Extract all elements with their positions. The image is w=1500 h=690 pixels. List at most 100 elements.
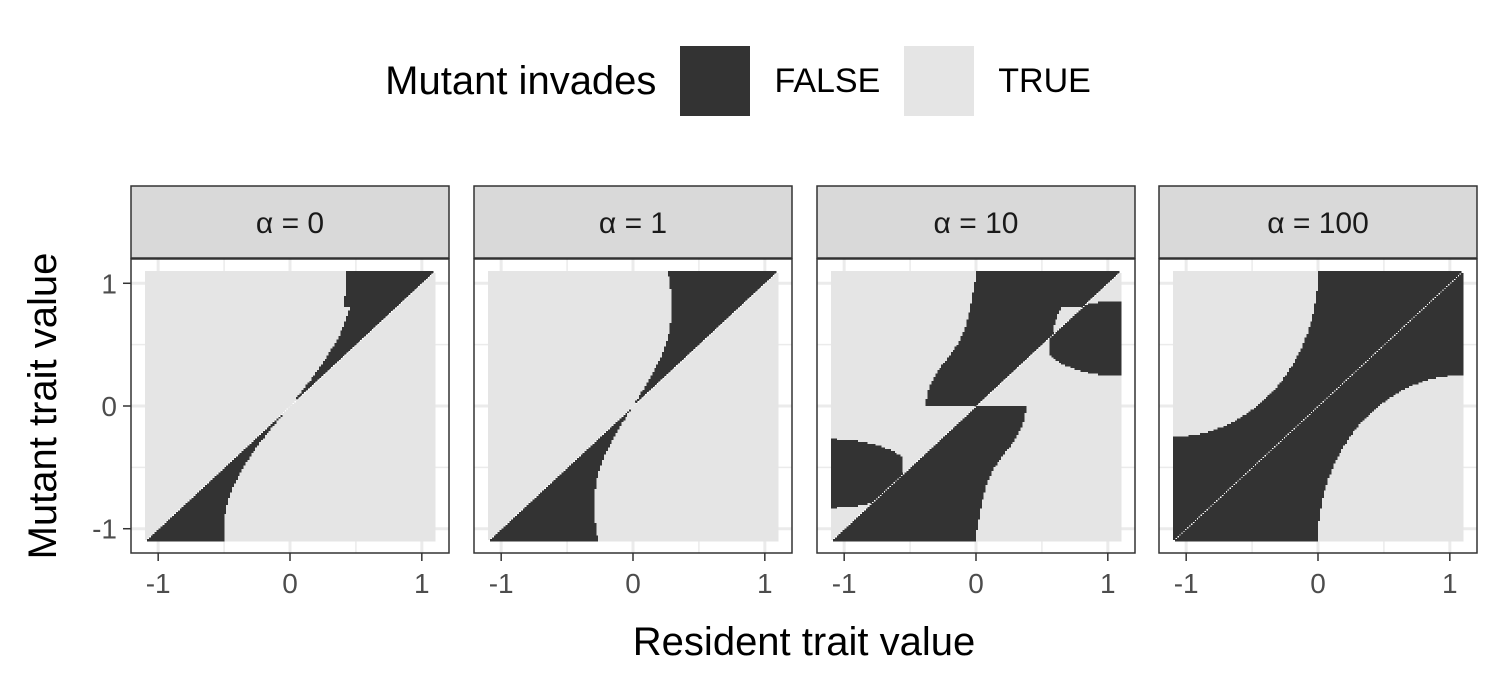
raster-cell [145, 400, 295, 403]
raster-cell [1173, 510, 1205, 513]
raster-cell [1304, 337, 1391, 340]
raster-cell [488, 416, 621, 420]
raster-cell [669, 281, 766, 285]
raster-cell [488, 472, 561, 475]
raster-cell [526, 505, 595, 508]
raster-cell [1173, 303, 1315, 306]
raster-cell [654, 368, 673, 371]
raster-cell [718, 326, 779, 330]
raster-cell [1173, 505, 1211, 508]
raster-cell [1024, 413, 1122, 416]
raster-cell [750, 296, 779, 299]
raster-cell [145, 298, 345, 301]
raster-cell [1308, 330, 1398, 333]
raster-cell [145, 528, 158, 531]
raster-cell [831, 326, 965, 330]
raster-cell [615, 422, 622, 425]
raster-cell [488, 370, 655, 373]
raster-cell [1302, 343, 1385, 346]
facet-strip-label: α = 0 [256, 207, 324, 240]
y-tick-label: -1 [92, 514, 117, 545]
raster-cell [671, 310, 735, 313]
raster-cell [1290, 366, 1360, 369]
raster-cell [1173, 463, 1255, 466]
raster-cell [534, 497, 595, 501]
raster-cell [488, 400, 636, 403]
raster-cell [1173, 472, 1246, 475]
raster-cell [1173, 294, 1317, 297]
raster-cell [145, 454, 237, 457]
raster-cell [145, 285, 347, 288]
raster-cell [1173, 283, 1319, 286]
raster-cell [145, 451, 241, 454]
raster-cell [145, 355, 328, 358]
raster-cell [145, 346, 334, 349]
raster-cell [1360, 422, 1464, 425]
raster-cell [902, 456, 921, 459]
raster-cell [1310, 321, 1408, 324]
raster-cell [613, 424, 622, 427]
raster-cell [1068, 319, 1122, 322]
raster-cell [654, 386, 779, 389]
raster-cell [488, 375, 651, 378]
raster-cell [605, 431, 619, 434]
raster-cell [1173, 524, 1190, 528]
raster-cell [716, 328, 779, 331]
raster-cell [305, 386, 310, 389]
raster-cell [615, 434, 779, 438]
raster-cell [330, 348, 351, 351]
raster-cell [488, 496, 535, 499]
raster-cell [1097, 292, 1122, 295]
raster-cell [145, 332, 341, 335]
raster-cell [1173, 299, 1317, 303]
raster-cell [831, 530, 842, 533]
raster-cell [1310, 325, 1404, 328]
raster-cell [145, 328, 343, 331]
raster-cell [596, 530, 779, 533]
raster-cell [1231, 487, 1327, 490]
raster-cell [1173, 301, 1317, 304]
raster-cell [671, 314, 731, 317]
raster-cell [1053, 325, 1062, 328]
raster-cell [650, 389, 779, 393]
raster-cell [594, 499, 779, 502]
raster-cell [488, 528, 501, 531]
raster-cell [600, 465, 779, 468]
raster-cell [656, 366, 675, 369]
raster-cell [745, 301, 779, 304]
raster-cell [427, 278, 436, 281]
raster-cell [1318, 535, 1464, 538]
raster-cell [831, 497, 877, 501]
raster-cell [1173, 443, 1277, 447]
raster-cell [406, 298, 436, 301]
raster-cell [488, 452, 582, 456]
raster-cell [239, 474, 436, 477]
raster-cell [224, 517, 436, 520]
raster-cell [569, 465, 601, 468]
raster-cell [493, 535, 599, 538]
raster-cell [671, 305, 740, 308]
raster-cell [488, 319, 673, 322]
raster-cell [952, 427, 1022, 430]
raster-cell [999, 460, 1122, 463]
raster-cell [1173, 440, 1280, 443]
raster-cell [831, 274, 977, 277]
raster-cell [1173, 359, 1296, 362]
raster-cell [1173, 488, 1228, 492]
raster-cell [962, 418, 1025, 421]
raster-cell [1005, 452, 1122, 456]
raster-cell [145, 418, 276, 421]
raster-cell [145, 371, 316, 375]
raster-cell [646, 393, 779, 396]
raster-cell [145, 296, 345, 299]
raster-cell [491, 537, 599, 540]
raster-cell [145, 368, 320, 371]
raster-cell [621, 416, 626, 420]
raster-cell [488, 532, 497, 535]
raster-cell [1428, 379, 1464, 382]
raster-cell [1319, 510, 1464, 513]
raster-cell [425, 280, 436, 283]
raster-cell [1024, 416, 1122, 420]
raster-cell [831, 330, 965, 333]
raster-cell [261, 433, 268, 436]
